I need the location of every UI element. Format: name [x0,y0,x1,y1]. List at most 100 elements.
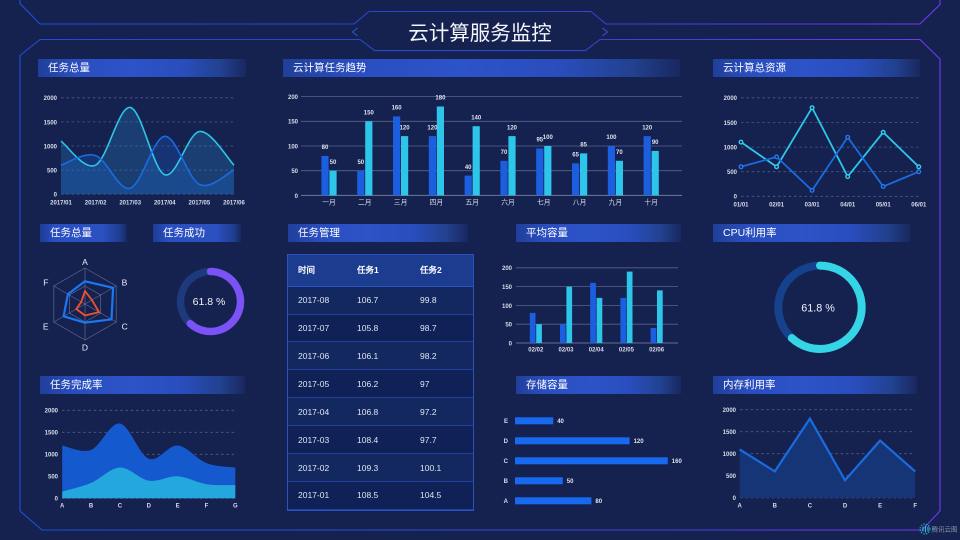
svg-text:D: D [843,504,848,510]
svg-text:50: 50 [291,169,298,175]
svg-text:180: 180 [435,96,446,102]
svg-text:0: 0 [733,496,737,502]
svg-text:1500: 1500 [45,431,59,437]
svg-text:100: 100 [543,135,554,141]
svg-text:200: 200 [502,266,513,272]
svg-text:E: E [176,504,180,510]
svg-text:2017/01: 2017/01 [50,201,72,207]
svg-text:1000: 1000 [44,144,58,150]
svg-text:A: A [738,504,743,510]
svg-text:B: B [504,479,509,485]
svg-text:2017/06: 2017/06 [223,201,245,207]
svg-text:02/02: 02/02 [528,348,544,354]
svg-text:1000: 1000 [45,453,59,459]
svg-text:E: E [878,504,882,510]
svg-text:500: 500 [47,169,58,175]
svg-text:500: 500 [48,475,59,481]
svg-text:50: 50 [505,323,512,329]
svg-text:140: 140 [471,115,482,121]
svg-text:120: 120 [507,125,518,131]
svg-text:B: B [773,504,778,510]
svg-text:A: A [504,499,509,505]
svg-text:70: 70 [616,150,623,156]
svg-text:E: E [504,419,508,425]
svg-text:D: D [82,343,88,353]
svg-text:02/06: 02/06 [649,348,665,354]
svg-text:2000: 2000 [45,409,59,415]
svg-text:九月: 九月 [609,198,623,207]
svg-text:C: C [118,504,123,510]
svg-text:120: 120 [634,439,645,445]
svg-text:150: 150 [502,285,513,291]
svg-text:160: 160 [672,459,683,465]
svg-text:F: F [913,504,917,510]
svg-text:腾讯云图: 腾讯云图 [932,525,958,534]
svg-text:一月: 一月 [322,199,336,207]
svg-text:120: 120 [427,125,438,131]
svg-text:D: D [147,504,152,510]
svg-text:120: 120 [400,125,411,131]
svg-text:2000: 2000 [44,96,58,102]
svg-text:50: 50 [357,160,364,166]
svg-text:100: 100 [502,304,513,310]
svg-text:80: 80 [322,145,329,151]
svg-text:80: 80 [595,499,602,505]
svg-text:A: A [60,504,65,510]
svg-text:85: 85 [580,143,587,149]
svg-text:100: 100 [288,144,299,150]
svg-text:A: A [82,257,88,267]
svg-text:二月: 二月 [358,199,372,207]
svg-text:02/05: 02/05 [619,348,635,354]
svg-text:G: G [233,504,238,510]
svg-text:1500: 1500 [44,120,58,126]
svg-text:500: 500 [727,170,738,176]
svg-text:50: 50 [330,160,337,166]
svg-text:100: 100 [606,135,617,141]
svg-text:八月: 八月 [573,199,587,207]
svg-text:160: 160 [392,106,403,112]
svg-text:0: 0 [509,341,513,347]
svg-text:C: C [122,322,128,332]
svg-text:C: C [808,504,813,510]
svg-text:06/01: 06/01 [911,203,927,209]
svg-text:E: E [43,322,49,332]
svg-text:2017/03: 2017/03 [119,201,141,207]
svg-text:61.8 %: 61.8 % [193,296,226,308]
svg-text:2017/02: 2017/02 [85,201,107,207]
svg-text:01/01: 01/01 [733,203,749,209]
svg-text:六月: 六月 [501,198,515,207]
svg-text:0: 0 [55,497,59,503]
svg-text:三月: 三月 [394,199,408,207]
svg-text:五月: 五月 [465,199,479,207]
svg-text:95: 95 [536,138,543,144]
svg-text:40: 40 [465,165,472,171]
svg-text:0: 0 [54,193,58,199]
svg-text:1000: 1000 [723,452,737,458]
svg-text:61.8 %: 61.8 % [801,303,835,315]
svg-text:02/03: 02/03 [558,348,574,354]
svg-text:02/04: 02/04 [589,348,605,354]
svg-text:120: 120 [642,125,653,131]
svg-text:1500: 1500 [723,430,737,436]
svg-text:D: D [504,439,509,445]
svg-text:四月: 四月 [430,199,444,207]
svg-text:1500: 1500 [724,121,738,127]
svg-text:200: 200 [288,95,299,101]
svg-text:150: 150 [364,111,375,117]
svg-text:65: 65 [572,153,579,159]
svg-text:2000: 2000 [723,408,737,414]
svg-text:70: 70 [501,150,508,156]
svg-text:150: 150 [288,120,299,126]
svg-text:50: 50 [567,479,574,485]
svg-text:02/01: 02/01 [769,203,785,209]
svg-text:40: 40 [557,419,564,425]
svg-text:F: F [43,278,48,288]
svg-text:C: C [504,459,509,465]
svg-text:0: 0 [295,194,299,200]
svg-text:03/01: 03/01 [805,203,821,209]
svg-text:F: F [205,504,209,510]
svg-text:90: 90 [652,140,659,146]
svg-text:1000: 1000 [724,146,738,152]
svg-text:B: B [122,278,128,288]
svg-text:2017/04: 2017/04 [154,201,176,207]
